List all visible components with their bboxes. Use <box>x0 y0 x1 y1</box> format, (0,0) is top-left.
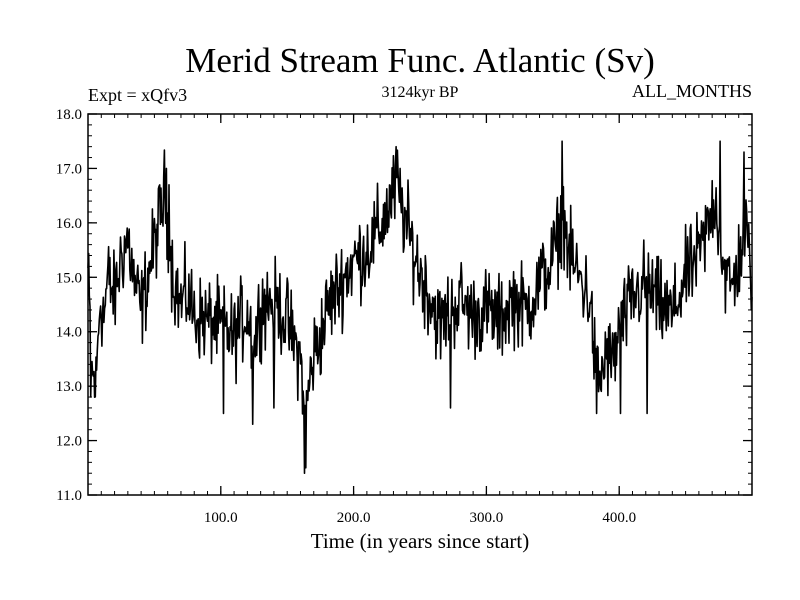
y-axis-tick-labels: 11.0 12.0 13.0 14.0 15.0 16.0 17.0 18.0 <box>56 107 82 504</box>
x-axis-ticks <box>100 114 740 495</box>
chart-title: Merid Stream Func. Atlantic (Sv) <box>185 41 655 80</box>
x-tick-label: 100.0 <box>204 510 238 526</box>
x-tick-label: 400.0 <box>602 510 636 526</box>
x-tick-label: 200.0 <box>337 510 371 526</box>
y-tick-label: 13.0 <box>56 379 82 395</box>
months-label: ALL_MONTHS <box>632 81 752 101</box>
x-axis-tick-labels: 100.0 200.0 300.0 400.0 <box>204 510 636 526</box>
y-tick-label: 11.0 <box>56 488 82 504</box>
x-tick-label: 300.0 <box>470 510 504 526</box>
y-tick-label: 14.0 <box>56 325 82 341</box>
experiment-label: Expt = xQfv3 <box>88 85 187 105</box>
y-tick-label: 12.0 <box>56 434 82 450</box>
period-label: 3124kyr BP <box>382 84 459 101</box>
y-tick-label: 16.0 <box>56 216 82 232</box>
y-tick-label: 18.0 <box>56 107 82 123</box>
x-axis-label: Time (in years since start) <box>311 529 530 553</box>
plot-frame <box>87 113 753 496</box>
y-tick-label: 15.0 <box>56 270 82 286</box>
series-line-xqfv3 <box>87 140 753 474</box>
y-tick-label: 17.0 <box>56 161 82 177</box>
